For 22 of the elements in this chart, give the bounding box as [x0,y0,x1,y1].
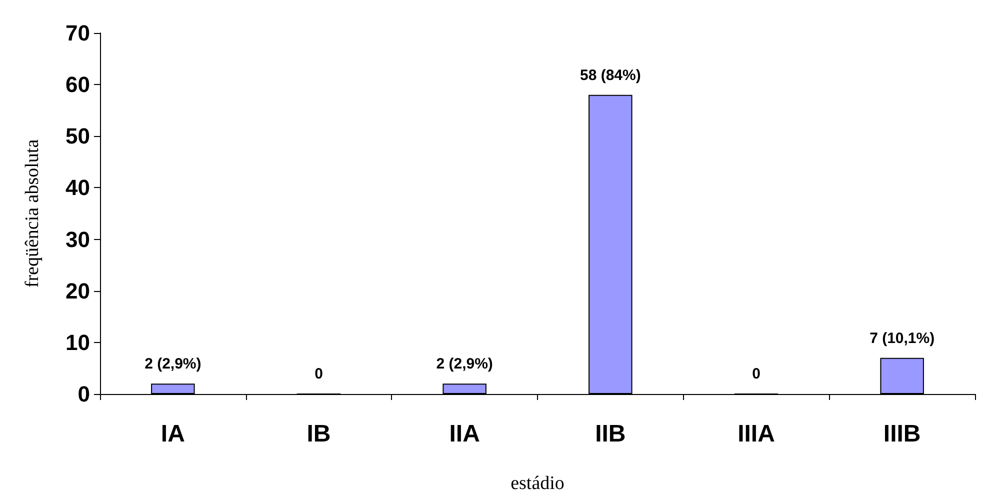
y-tick-label: 60 [66,72,90,98]
data-label: 0 [314,366,323,382]
x-tick-label: IIA [449,420,480,448]
y-tick-label: 20 [66,278,90,304]
data-label: 0 [752,366,760,382]
x-axis-title: estádio [510,473,564,494]
data-label: 2 (2,9%) [436,356,493,373]
data-label: 58 (84%) [580,66,641,84]
x-tick-label: IIB [595,420,626,448]
y-tick-label: 40 [66,175,90,200]
x-tick-label: IIIA [738,420,775,448]
y-tick-label: 10 [66,330,90,355]
y-tick-label: 0 [78,382,90,406]
y-tick-label: 50 [66,124,90,149]
y-tick-label: 70 [66,20,90,46]
x-tick-label: IB [306,420,331,448]
y-axis-title: freqüência absoluta [22,138,43,288]
x-tick-label: IIIB [883,420,921,448]
data-label: 7 (10,1%) [870,330,935,347]
y-tick-label: 30 [66,226,90,252]
x-tick-label: IA [160,420,185,448]
data-label: 2 (2,9%) [144,356,202,373]
